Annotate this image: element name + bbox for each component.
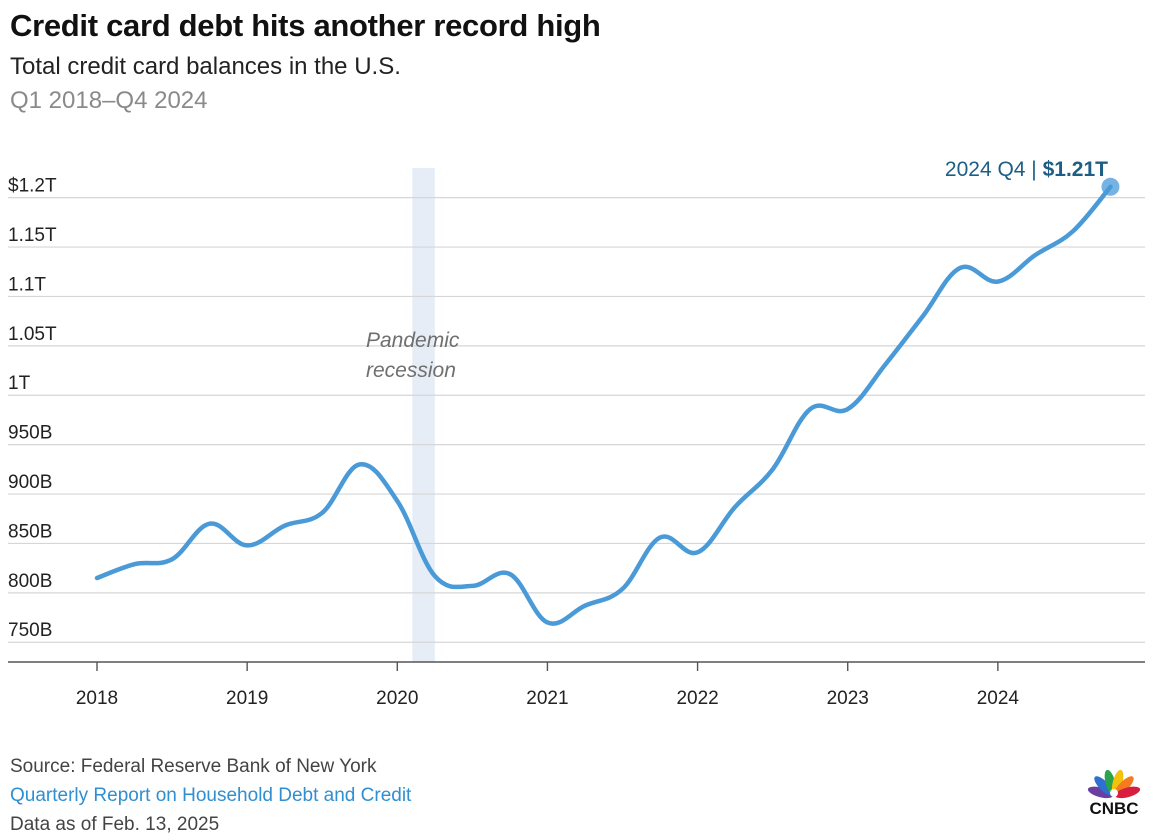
y-tick-label: 1.15T bbox=[8, 225, 57, 246]
y-tick-label: 850B bbox=[8, 521, 52, 542]
source-note: Source: Federal Reserve Bank of New York bbox=[10, 756, 377, 777]
x-tick-label: 2020 bbox=[376, 688, 418, 709]
x-tick-label: 2023 bbox=[827, 688, 869, 709]
annotation-layer: Pandemic recession bbox=[366, 329, 460, 382]
x-tick-label: 2019 bbox=[226, 688, 268, 709]
x-tick-label: 2018 bbox=[76, 688, 118, 709]
chart-title: Credit card debt hits another record hig… bbox=[10, 8, 601, 43]
recession-label-line2: recession bbox=[366, 359, 456, 382]
peacock-icon bbox=[1087, 769, 1141, 799]
chart-footer: Source: Federal Reserve Bank of New York… bbox=[10, 752, 910, 839]
x-tick-label: 2022 bbox=[676, 688, 718, 709]
y-tick-label: 900B bbox=[8, 472, 52, 493]
shade-layer bbox=[412, 168, 435, 662]
end-point-marker bbox=[1101, 177, 1120, 196]
data-as-of: Data as of Feb. 13, 2025 bbox=[10, 814, 220, 835]
recession-shade bbox=[412, 168, 435, 662]
cnbc-wordmark: CNBC bbox=[1089, 799, 1138, 818]
line-chart: 750B 800B 850B 900B 950B 1T 1.05T 1.1T 1.15T $1.2… bbox=[8, 158, 1145, 709]
series-layer bbox=[94, 177, 1120, 626]
end-label-layer: 2024 Q4 | $1.21T bbox=[945, 158, 1108, 181]
chart-subtitle: Total credit card balances in the U.S. bbox=[10, 53, 401, 80]
end-label-value: $1.21T bbox=[1043, 158, 1109, 181]
y-tick-label: 1.05T bbox=[8, 324, 57, 345]
y-tick-label: 950B bbox=[8, 423, 52, 444]
recession-label-line1: Pandemic bbox=[366, 329, 460, 352]
end-label: 2024 Q4 | $1.21T bbox=[945, 158, 1108, 181]
end-label-prefix: 2024 Q4 | bbox=[945, 158, 1043, 181]
y-axis-labels: 750B 800B 850B 900B 950B 1T 1.05T 1.1T 1.15T $1.2… bbox=[8, 176, 57, 642]
x-tick-label: 2021 bbox=[526, 688, 568, 709]
gridlines bbox=[8, 197, 1145, 643]
x-axis-labels: 2018 2019 2020 2021 2022 2023 2024 bbox=[76, 688, 1020, 709]
y-tick-label: $1.2T bbox=[8, 176, 57, 197]
report-link[interactable]: Quarterly Report on Household Debt and C… bbox=[10, 785, 412, 806]
y-tick-label: 1T bbox=[8, 373, 31, 394]
chart-header: Credit card debt hits another record hig… bbox=[10, 4, 1150, 118]
x-tick-label: 2024 bbox=[977, 688, 1020, 709]
series-line bbox=[94, 184, 1113, 626]
y-tick-label: 1.1T bbox=[8, 274, 46, 295]
chart-date-range: Q1 2018–Q4 2024 bbox=[10, 87, 208, 114]
x-axis bbox=[8, 661, 1145, 671]
y-tick-label: 750B bbox=[8, 620, 52, 641]
y-tick-label: 800B bbox=[8, 571, 52, 592]
cnbc-logo: CNBC bbox=[1087, 769, 1141, 818]
